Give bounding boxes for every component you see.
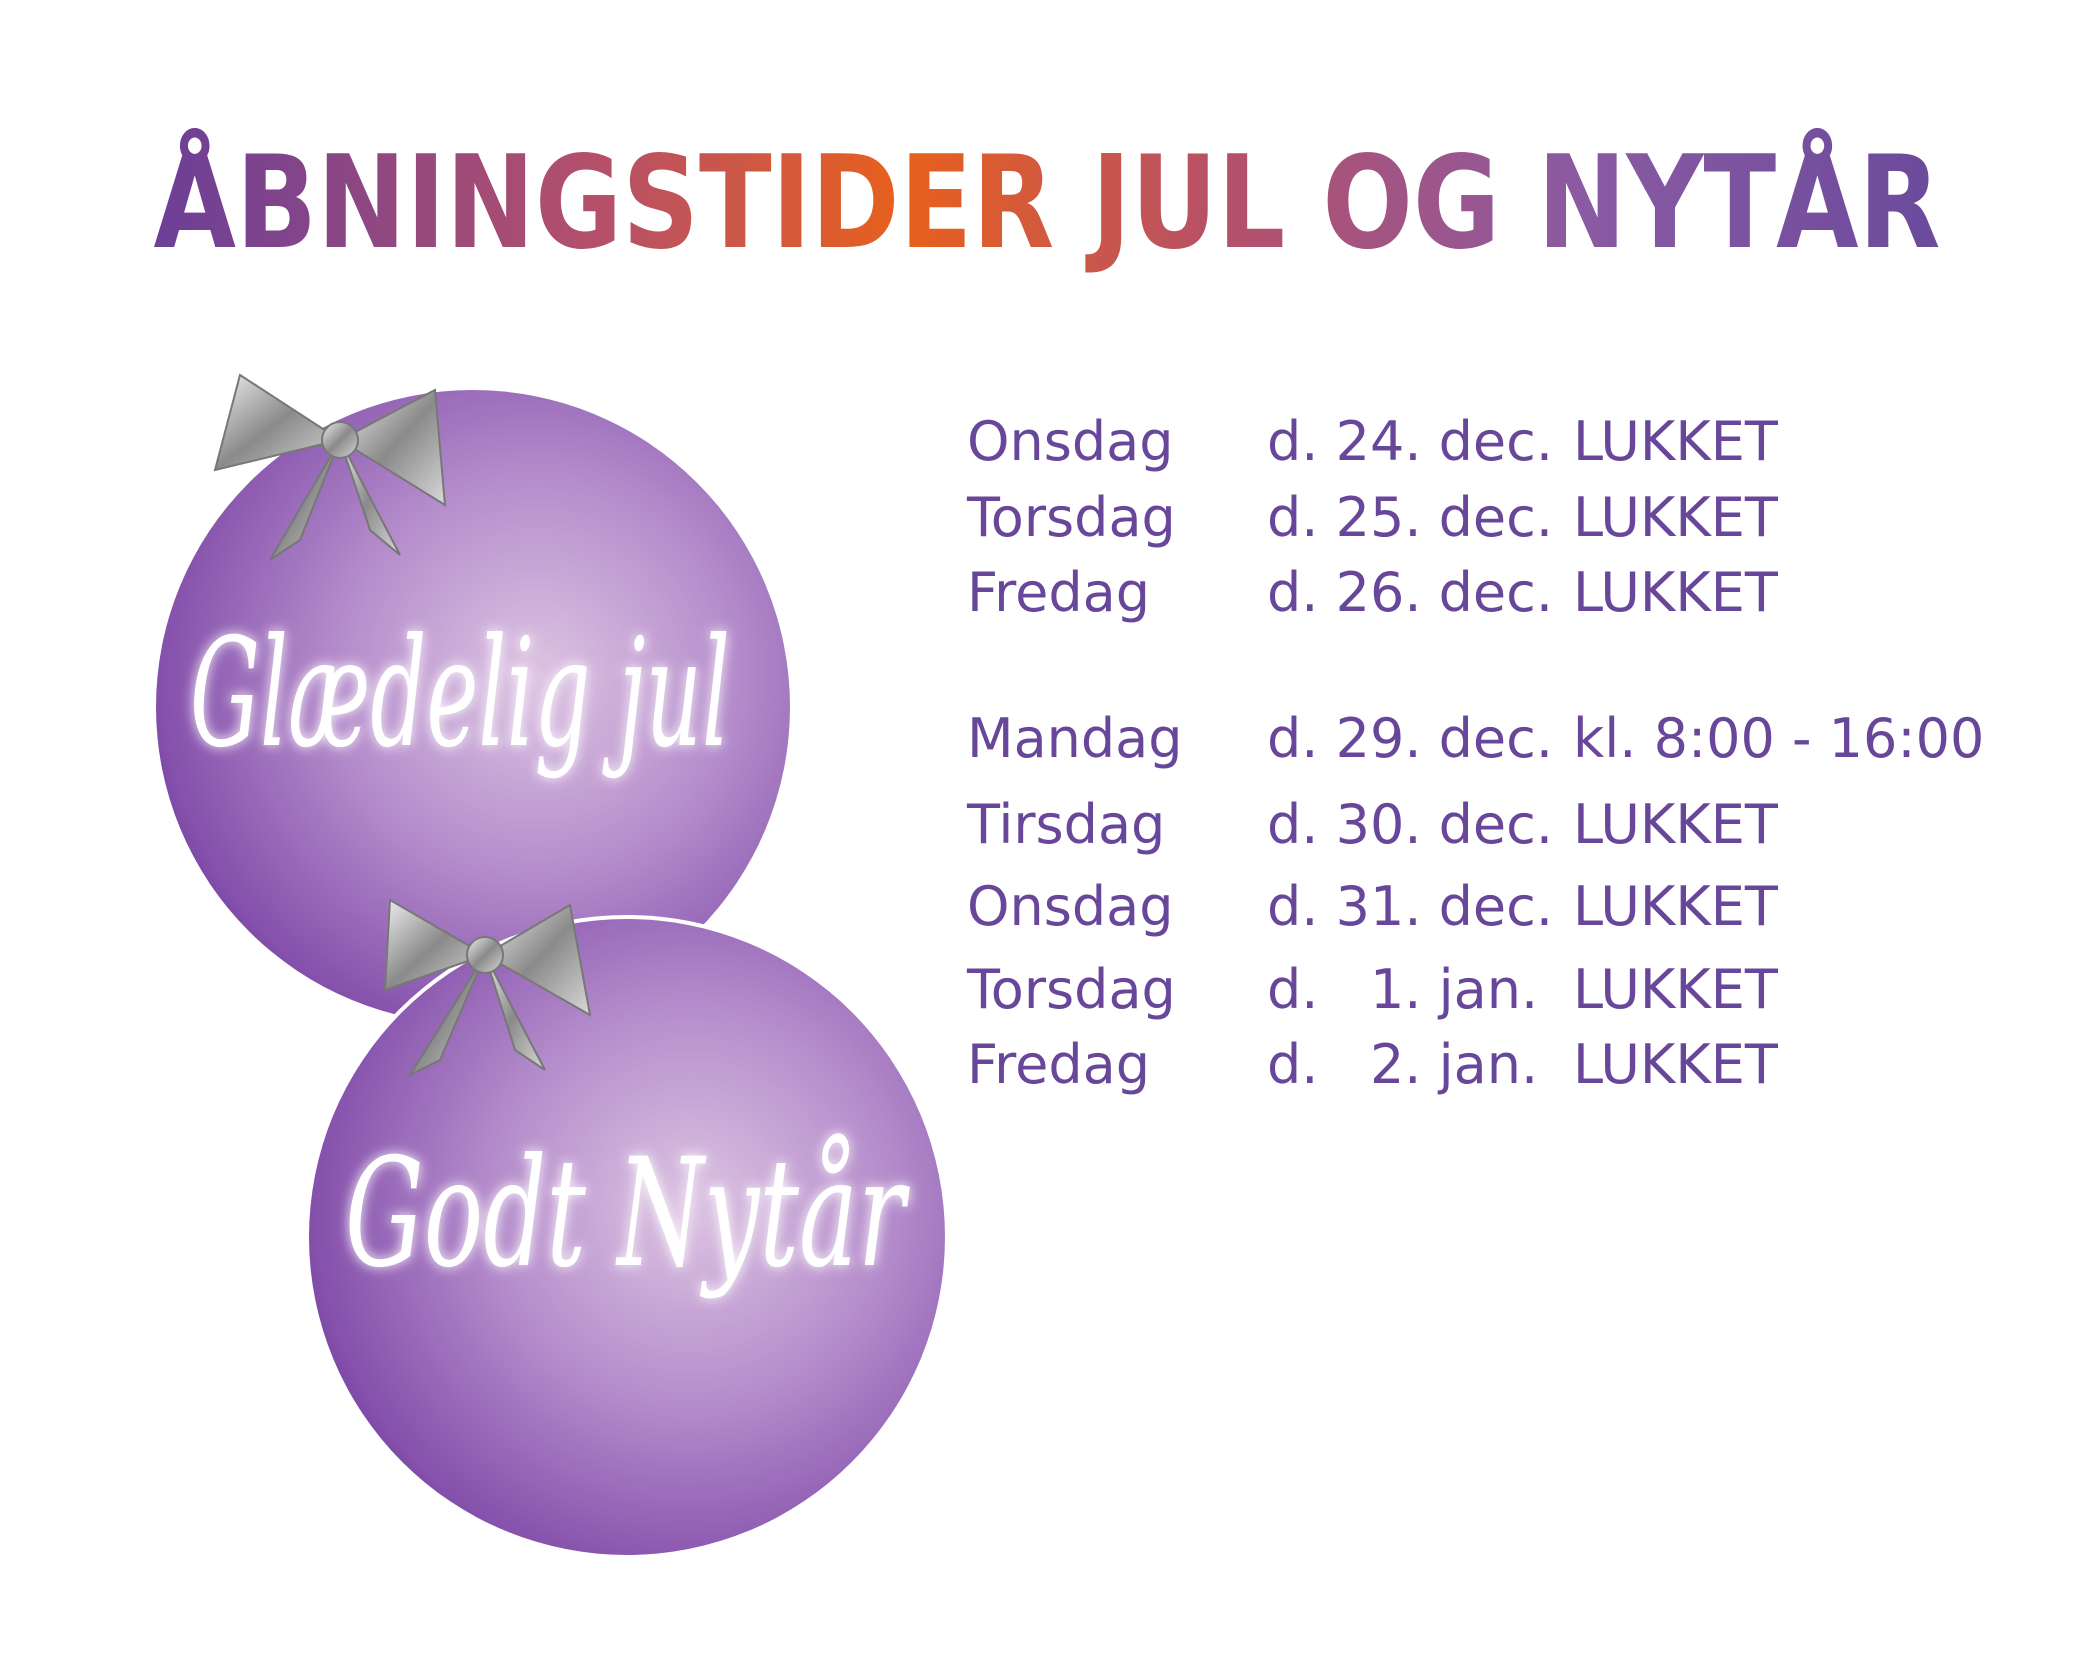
schedule-date: d. 2. jan. — [1267, 1033, 1538, 1096]
schedule-date: d. 25. dec. — [1267, 486, 1553, 549]
ornament-text: Godt Nytår — [345, 1127, 910, 1301]
ornament-text: Glædelig jul — [190, 607, 730, 781]
schedule-day: Mandag — [967, 707, 1183, 770]
bow — [383, 898, 592, 1078]
schedule-day: Fredag — [967, 561, 1150, 624]
schedule-status: LUKKET — [1573, 561, 1779, 624]
schedule-date: d. 29. dec. — [1267, 707, 1553, 770]
schedule-date: d. 26. dec. — [1267, 561, 1553, 624]
bow — [213, 373, 447, 561]
schedule-status: LUKKET — [1573, 958, 1779, 1021]
schedule-status: LUKKET — [1573, 793, 1779, 856]
schedule-day: Tirsdag — [966, 793, 1165, 856]
ornament-ball — [309, 919, 945, 1555]
schedule: Onsdag d. 24. dec. LUKKET Torsdag d. 25. dec… — [966, 410, 1984, 1096]
schedule-date: d. 31. dec. — [1267, 875, 1553, 938]
schedule-status: LUKKET — [1573, 1033, 1779, 1096]
schedule-day: Onsdag — [967, 875, 1174, 938]
schedule-date: d. 30. dec. — [1267, 793, 1553, 856]
title: ÅBNINGSTIDER JUL OG NYTÅR — [154, 128, 1941, 278]
ornament-ball — [156, 390, 790, 1024]
schedule-date: d. 24. dec. — [1267, 410, 1553, 473]
schedule-status: LUKKET — [1573, 410, 1779, 473]
schedule-day: Onsdag — [967, 410, 1174, 473]
schedule-date: d. 1. jan. — [1267, 958, 1538, 1021]
schedule-day: Fredag — [967, 1033, 1150, 1096]
schedule-status: LUKKET — [1573, 875, 1779, 938]
schedule-status: kl. 8:00 - 16:00 — [1573, 707, 1984, 770]
schedule-day: Torsdag — [966, 958, 1176, 1021]
schedule-status: LUKKET — [1573, 486, 1779, 549]
schedule-day: Torsdag — [966, 486, 1176, 549]
